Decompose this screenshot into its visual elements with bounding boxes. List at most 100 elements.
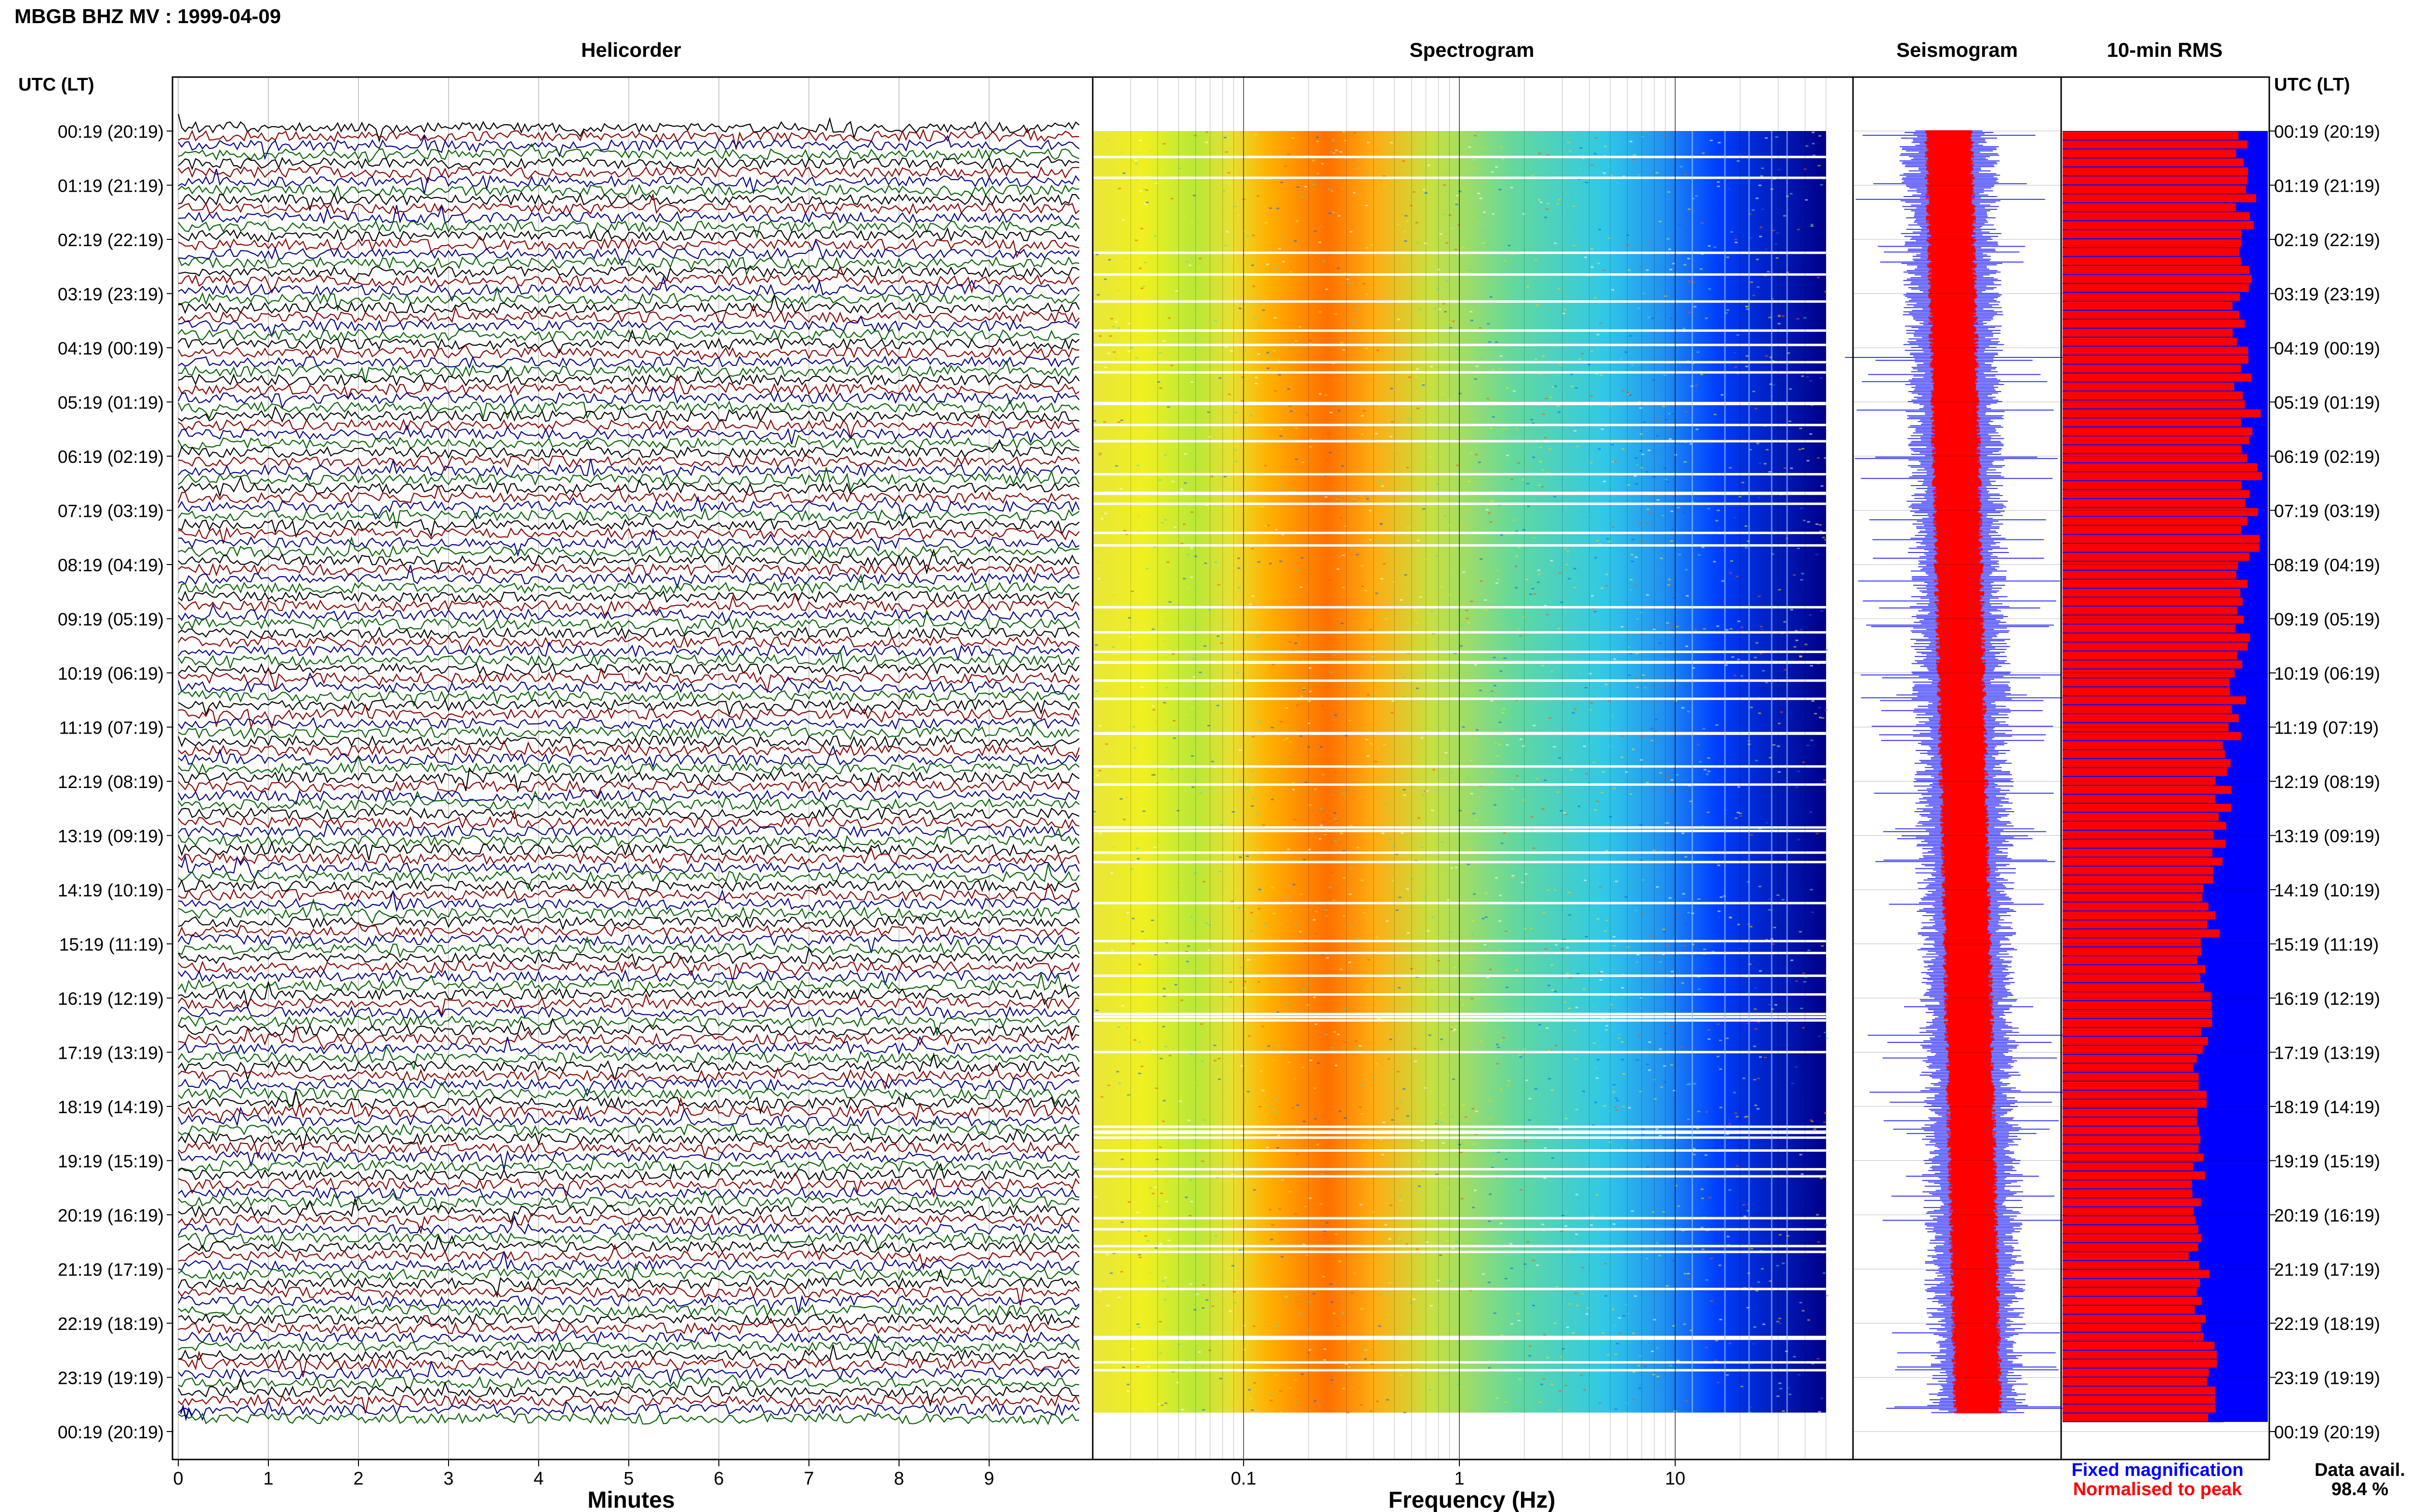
spectrogram-speckle: [1309, 691, 1312, 693]
spectrogram-speckle: [1337, 409, 1340, 411]
spectrogram-speckle: [1518, 1320, 1521, 1321]
spectrogram-speckle: [1546, 1027, 1549, 1029]
spectrogram-speckle: [1237, 214, 1240, 216]
helicorder-trace: [178, 286, 1080, 312]
spectrogram-speckle: [1469, 730, 1473, 732]
spectrogram-speckle: [1308, 700, 1311, 702]
spectrogram-speckle: [1667, 191, 1670, 193]
rms-normalised-bar: [2063, 974, 2200, 982]
spectrogram-speckle: [1418, 308, 1422, 310]
spectrogram-speckle: [1532, 1304, 1535, 1306]
spectrogram-speckle: [1497, 1046, 1500, 1048]
spectrogram-speckle: [1159, 1321, 1162, 1323]
spectrogram-speckle: [1185, 951, 1188, 953]
spectrogram-speckle: [1765, 822, 1768, 824]
spectrogram-speckle: [1279, 435, 1283, 437]
spectrogram-speckle: [1360, 1308, 1363, 1310]
spectrogram-speckle: [1664, 1081, 1667, 1083]
spectrogram-speckle: [1432, 633, 1435, 635]
rms-normalised-bar: [2063, 1368, 2209, 1377]
time-label-left: 19:19 (15:19): [58, 1152, 164, 1171]
spectrogram-speckle: [1726, 309, 1729, 311]
spectrogram-speckle: [1207, 725, 1210, 726]
spectrogram-speckle: [1172, 720, 1176, 722]
spectrogram-speckle: [1281, 1179, 1284, 1181]
spectrogram-speckle: [1636, 618, 1640, 620]
spectrogram-speckle: [1735, 576, 1739, 578]
spectrogram-speckle: [1427, 1140, 1430, 1142]
spectrogram-speckle: [1613, 936, 1616, 937]
spectrogram-speckle: [1717, 527, 1721, 529]
helicorder-traces: [177, 114, 1080, 1425]
spectrogram-speckle: [1192, 196, 1196, 198]
spectrogram-speckle: [1187, 1119, 1191, 1121]
spectrogram-speckle: [1773, 384, 1775, 386]
spectrogram-speckle: [1739, 948, 1742, 949]
spectrogram-speckle: [1503, 657, 1507, 659]
spectrogram-speckle: [1272, 913, 1276, 914]
spectrogram-speckle: [1776, 1265, 1779, 1267]
spectrogram-speckle: [1235, 213, 1239, 214]
spectrogram-speckle: [1361, 880, 1363, 881]
spectrogram-speckle: [1641, 453, 1644, 455]
spectrogram-speckle: [1457, 224, 1460, 226]
spectrogram-speckle: [1670, 1025, 1673, 1027]
spectrogram-speckle: [1379, 1139, 1383, 1140]
spectrogram-speckle: [1234, 1279, 1237, 1281]
spectrogram-speckle: [1375, 433, 1378, 434]
spectrogram-speckle: [1461, 246, 1465, 248]
spectrogram-speckle: [1406, 527, 1410, 529]
spectrogram-speckle: [1672, 263, 1675, 264]
spectrogram-speckle: [1430, 990, 1434, 992]
spectrogram-speckle: [1330, 1301, 1334, 1303]
spectrogram-speckle: [1237, 567, 1241, 569]
spectrogram-speckle: [1131, 1348, 1134, 1350]
spectrogram-speckle: [1296, 704, 1299, 706]
spectrogram-speckle: [1267, 354, 1270, 356]
rms-normalised-bar: [2063, 1341, 2215, 1350]
spectrogram-speckle: [1454, 249, 1457, 250]
spectrogram-speckle: [1401, 832, 1404, 834]
spectrogram-speckle: [1557, 628, 1560, 629]
spectrogram-speckle: [1641, 136, 1644, 137]
spectrogram-speckle: [1097, 775, 1100, 776]
spectrogram-speckle: [1601, 792, 1604, 793]
time-label-left: 10:19 (06:19): [58, 664, 164, 684]
spectrogram-speckle: [1403, 231, 1406, 233]
spectrogram-speckle: [1406, 932, 1410, 934]
spectrogram-speckle: [1258, 890, 1262, 892]
spectrogram-speckle: [1772, 230, 1775, 231]
spectrogram-speckle: [1287, 1062, 1291, 1064]
spectrogram-speckle: [1494, 742, 1497, 744]
spectrogram-speckle: [1260, 1070, 1263, 1072]
spectrogram-speckle: [1203, 1119, 1206, 1121]
spectrogram-speckle: [1516, 1313, 1520, 1315]
spectrogram-speckle: [1551, 1157, 1554, 1159]
spectrogram-speckle: [1441, 1118, 1444, 1120]
spectrogram-speckle: [1646, 1166, 1649, 1168]
spectrogram-speckle: [1535, 260, 1537, 262]
spectrogram-speckle: [1278, 1208, 1281, 1210]
spectrogram-speckle: [1594, 1066, 1598, 1068]
spectrogram-speckle: [1769, 356, 1773, 358]
spectrogram-speckle: [1486, 398, 1490, 400]
spectrogram-speckle: [1760, 629, 1764, 631]
spectrogram-speckle: [1572, 205, 1575, 207]
spectrogram-speckle: [1373, 1076, 1376, 1078]
spectrogram-speckle: [1097, 578, 1100, 580]
spectrogram-speckle: [1235, 888, 1239, 890]
spectrogram-speckle: [1668, 579, 1671, 580]
spectrogram-speckle: [1578, 165, 1581, 167]
spectrogram-speckle: [1115, 465, 1118, 467]
spectrogram-speckle: [1684, 686, 1688, 687]
spectrogram-speckle: [1139, 140, 1142, 141]
spectrogram-speckle: [1619, 358, 1623, 360]
helicorder-trace: [177, 399, 1080, 420]
spectrogram-speckle: [1646, 269, 1649, 271]
spectrogram-speckle: [1740, 675, 1743, 677]
spectrogram-speckle: [1717, 910, 1721, 912]
spectrogram-speckle: [1262, 206, 1266, 207]
spectrogram-speckle: [1602, 269, 1605, 271]
spectrogram-speckle: [1122, 219, 1125, 221]
spectrogram-speckle: [1140, 686, 1144, 688]
